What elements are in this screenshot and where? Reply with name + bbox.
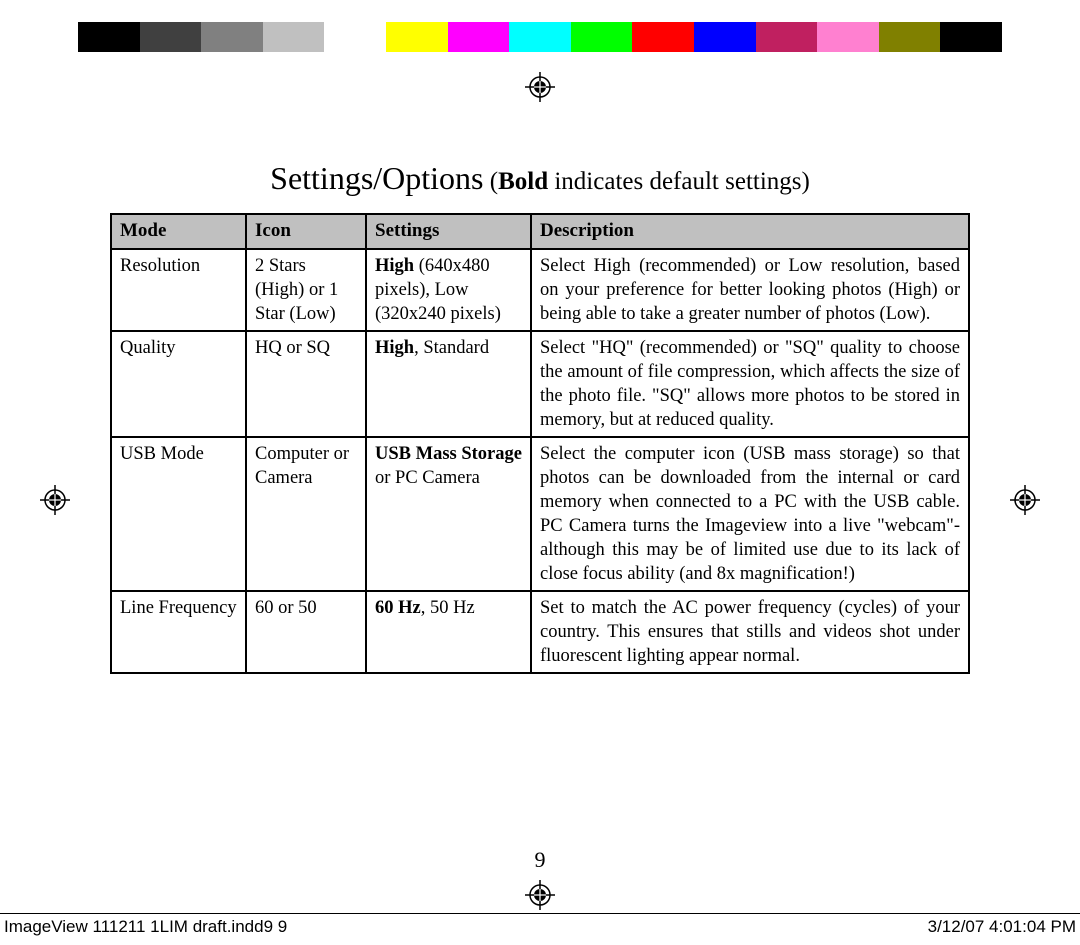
header-description: Description	[531, 214, 969, 249]
cell-settings: High, Standard	[366, 331, 531, 437]
color-block	[694, 22, 756, 52]
cell-settings: USB Mass Storage or PC Camera	[366, 437, 531, 591]
header-icon: Icon	[246, 214, 366, 249]
table-row: Resolution2 Stars (High) or 1 Star (Low)…	[111, 249, 969, 331]
settings-default-bold: 60 Hz	[375, 598, 421, 618]
color-block	[940, 22, 1002, 52]
cell-settings: High (640x480 pixels), Low (320x240 pixe…	[366, 249, 531, 331]
registration-mark-top	[525, 72, 555, 102]
footer: ImageView 111211 1LIM draft.indd9 9 3/12…	[0, 913, 1080, 937]
title-main: Settings/Options	[270, 160, 483, 196]
header-mode: Mode	[111, 214, 246, 249]
footer-left: ImageView 111211 1LIM draft.indd9 9	[4, 917, 287, 937]
title-bold-word: Bold	[498, 168, 548, 195]
cell-settings: 60 Hz, 50 Hz	[366, 591, 531, 673]
settings-default-bold: USB Mass Storage	[375, 444, 522, 464]
settings-rest: , 50 Hz	[421, 598, 475, 618]
settings-rest: or PC Camera	[375, 468, 480, 488]
settings-default-bold: High	[375, 338, 414, 358]
color-block	[78, 22, 140, 52]
color-block	[632, 22, 694, 52]
cell-mode: USB Mode	[111, 437, 246, 591]
cell-mode: Resolution	[111, 249, 246, 331]
title-rest: indicates default settings)	[548, 168, 810, 195]
cell-description: Set to match the AC power frequency (cyc…	[531, 591, 969, 673]
color-block	[324, 22, 386, 52]
page-content: Settings/Options (Bold indicates default…	[110, 160, 970, 674]
table-row: Line Frequency60 or 5060 Hz, 50 HzSet to…	[111, 591, 969, 673]
settings-rest: , Standard	[414, 338, 489, 358]
cell-icon: 2 Stars (High) or 1 Star (Low)	[246, 249, 366, 331]
color-block	[509, 22, 571, 52]
color-block	[201, 22, 263, 52]
registration-mark-left	[40, 485, 70, 515]
cell-description: Select "HQ" (recommended) or "SQ" qualit…	[531, 331, 969, 437]
table-row: QualityHQ or SQHigh, StandardSelect "HQ"…	[111, 331, 969, 437]
table-row: USB ModeComputer or CameraUSB Mass Stora…	[111, 437, 969, 591]
registration-mark-right	[1010, 485, 1040, 515]
color-block	[879, 22, 941, 52]
color-block	[571, 22, 633, 52]
registration-mark-bottom	[525, 880, 555, 910]
title-paren: (	[484, 168, 499, 195]
settings-default-bold: High	[375, 256, 414, 276]
cell-description: Select the computer icon (USB mass stora…	[531, 437, 969, 591]
cell-icon: 60 or 50	[246, 591, 366, 673]
cell-description: Select High (recommended) or Low resolut…	[531, 249, 969, 331]
color-block	[263, 22, 325, 52]
page-number: 9	[535, 847, 546, 873]
color-block	[817, 22, 879, 52]
color-block	[756, 22, 818, 52]
color-block	[140, 22, 202, 52]
cell-mode: Line Frequency	[111, 591, 246, 673]
color-calibration-bar	[78, 22, 1002, 52]
color-block	[448, 22, 510, 52]
cell-mode: Quality	[111, 331, 246, 437]
page-title: Settings/Options (Bold indicates default…	[110, 160, 970, 197]
footer-right: 3/12/07 4:01:04 PM	[928, 917, 1076, 937]
cell-icon: Computer or Camera	[246, 437, 366, 591]
color-block	[386, 22, 448, 52]
settings-table: Mode Icon Settings Description Resolutio…	[110, 213, 970, 674]
table-header-row: Mode Icon Settings Description	[111, 214, 969, 249]
cell-icon: HQ or SQ	[246, 331, 366, 437]
header-settings: Settings	[366, 214, 531, 249]
